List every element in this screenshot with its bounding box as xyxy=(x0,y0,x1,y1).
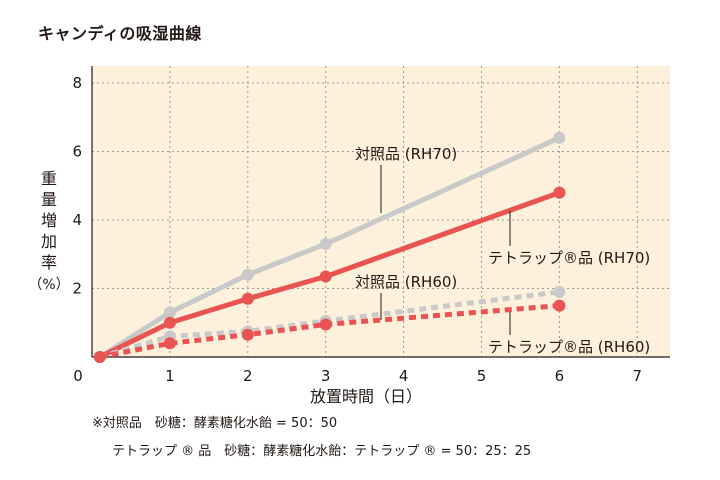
y-axis-label-char: 重 xyxy=(41,169,57,188)
x-tick-label: 3 xyxy=(321,367,331,385)
data-point xyxy=(319,237,332,250)
data-point xyxy=(241,328,254,341)
data-point xyxy=(553,131,566,144)
chart-title: キャンディの吸湿曲線 xyxy=(38,24,202,43)
data-point xyxy=(319,318,332,331)
x-axis-label: 放置時間（日） xyxy=(310,387,422,406)
y-tick-label: 4 xyxy=(72,211,82,229)
data-point xyxy=(93,351,106,363)
x-tick-label: 0 xyxy=(73,367,83,385)
data-point xyxy=(163,337,176,350)
data-point xyxy=(241,292,254,305)
y-axis-label-char: 量 xyxy=(41,190,57,209)
x-tick-label: 5 xyxy=(477,367,487,385)
series-label: 対照品 (RH60) xyxy=(355,273,457,291)
series-4 xyxy=(93,299,566,363)
series-labels: 対照品 (RH70) テトラップ®品 (RH70) 対照品 (RH60) テトラップ®… xyxy=(355,145,650,356)
y-axis-label-char: 増 xyxy=(41,211,57,230)
tick-labels: 0 1 2 3 4 5 6 7 2 4 6 8 xyxy=(72,74,642,385)
data-point xyxy=(241,268,254,281)
x-tick-label: 7 xyxy=(633,367,643,385)
gridlines xyxy=(92,66,670,357)
y-axis-unit: （%） xyxy=(28,277,69,293)
y-axis-label-char: 率 xyxy=(41,253,57,272)
x-tick-label: 4 xyxy=(399,367,409,385)
x-tick-label: 6 xyxy=(555,367,565,385)
series-label: 対照品 (RH70) xyxy=(355,145,457,163)
series-line xyxy=(99,289,560,360)
data-point xyxy=(553,299,566,312)
x-tick-label: 2 xyxy=(243,367,253,385)
axes xyxy=(91,66,670,358)
y-axis-label-char: 加 xyxy=(41,232,57,251)
x-tick-label: 1 xyxy=(165,367,175,385)
series-label: テトラップ®品 (RH60) xyxy=(488,338,650,356)
data-point xyxy=(319,270,332,283)
data-point xyxy=(553,285,566,298)
note-control-composition: ※対照品 砂糖：酵素糖化水飴 = 50：50 xyxy=(92,416,338,431)
y-tick-label: 2 xyxy=(72,280,82,298)
data-point xyxy=(553,186,566,199)
series-label: テトラップ®品 (RH70) xyxy=(488,249,650,267)
y-tick-label: 6 xyxy=(72,143,82,161)
data-point xyxy=(163,306,176,319)
note-tetrap-composition: テトラップ ® 品 砂糖：酵素糖化水飴：テトラップ ® = 50：25：25 xyxy=(112,444,532,459)
y-tick-label: 8 xyxy=(72,74,82,92)
series-group xyxy=(93,131,566,363)
data-point xyxy=(163,316,176,329)
